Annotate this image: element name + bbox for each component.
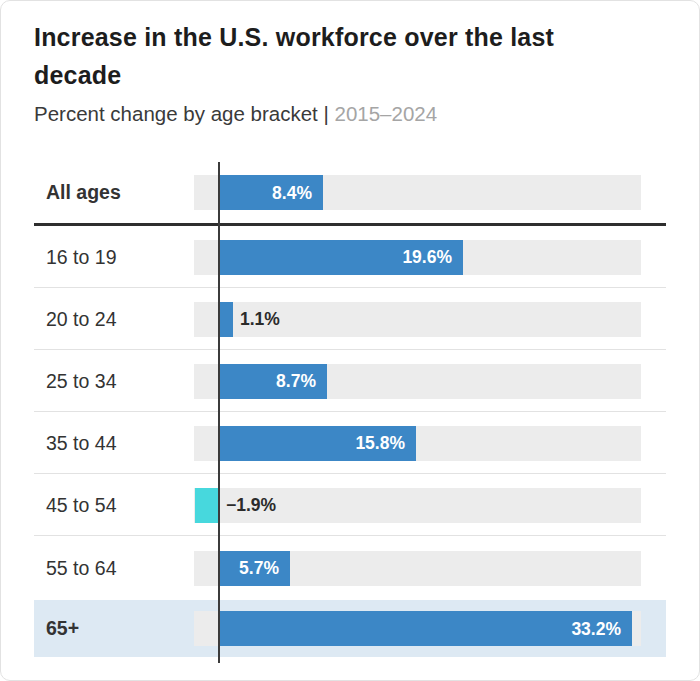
subtitle-period: 2015–2024 [335, 102, 438, 125]
value-label: 19.6% [402, 247, 452, 268]
bar-track: 1.1% [194, 302, 641, 337]
chart-row: 16 to 19 19.6% [34, 226, 666, 288]
bar-chart: All ages 8.4% 16 to 19 19.6% 20 to 24 1.1% 25 … [34, 162, 666, 657]
chart-subtitle: Percent change by age bracket | 2015–202… [34, 102, 666, 126]
value-label: 5.7% [239, 558, 279, 579]
chart-row: 25 to 34 8.7% [34, 350, 666, 412]
value-bar [195, 488, 219, 523]
row-label: 45 to 54 [34, 494, 194, 517]
value-label: 1.1% [240, 309, 280, 330]
chart-row: 20 to 24 1.1% [34, 288, 666, 350]
bar-track: 8.7% [194, 364, 641, 399]
chart-title: Increase in the U.S. workforce over the … [34, 18, 634, 94]
value-label: 33.2% [571, 618, 621, 639]
value-label: 8.7% [276, 371, 316, 392]
chart-row: 45 to 54 −1.9% [34, 474, 666, 536]
value-label: 8.4% [272, 182, 312, 203]
subtitle-text: Percent change by age bracket | [34, 102, 329, 125]
bar-track: 5.7% [194, 551, 641, 586]
bar-track: 8.4% [194, 175, 641, 210]
bar-track: 33.2% [194, 611, 641, 646]
value-bar: 19.6% [219, 240, 463, 275]
value-bar [219, 302, 233, 337]
row-label: 25 to 34 [34, 370, 194, 393]
bar-track: −1.9% [194, 488, 641, 523]
chart-header: Increase in the U.S. workforce over the … [1, 1, 699, 126]
chart-row: 65+ 33.2% [34, 600, 666, 657]
value-bar: 15.8% [219, 426, 416, 461]
chart-row: 55 to 64 5.7% [34, 536, 666, 600]
chart-card: Increase in the U.S. workforce over the … [0, 0, 700, 681]
value-bar: 8.7% [219, 364, 327, 399]
chart-row: All ages 8.4% [34, 162, 666, 223]
bar-track: 15.8% [194, 426, 641, 461]
bar-track: 19.6% [194, 240, 641, 275]
value-label: −1.9% [226, 495, 276, 516]
value-label: 15.8% [355, 433, 405, 454]
row-label: 16 to 19 [34, 246, 194, 269]
row-label: 20 to 24 [34, 308, 194, 331]
value-bar: 8.4% [219, 175, 323, 210]
baseline-axis [218, 162, 220, 663]
row-label: 65+ [34, 617, 194, 640]
chart-row: 35 to 44 15.8% [34, 412, 666, 474]
row-label: 35 to 44 [34, 432, 194, 455]
row-label: All ages [34, 181, 194, 204]
row-label: 55 to 64 [34, 557, 194, 580]
value-bar: 33.2% [219, 611, 632, 646]
value-bar: 5.7% [219, 551, 290, 586]
